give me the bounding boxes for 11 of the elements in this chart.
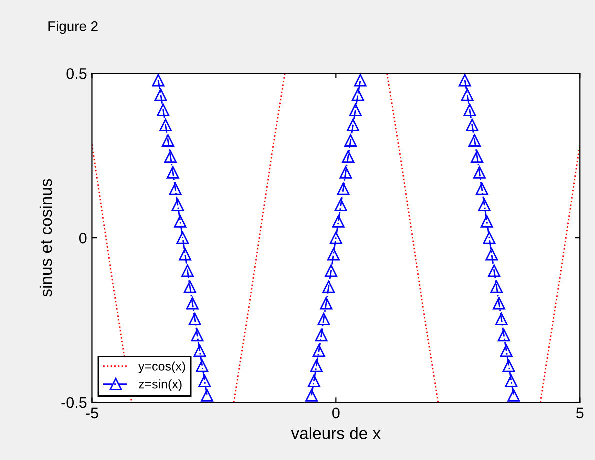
y-tick-label: 0.5 — [66, 68, 87, 80]
x-tick-label: 5 — [576, 408, 584, 419]
x-tick-label: 0 — [332, 408, 340, 419]
y-axis-title: sinus et cosinus — [40, 179, 52, 297]
y-tick-label: -0.5 — [62, 397, 87, 408]
y-tick-label: 0 — [79, 232, 87, 244]
legend-label: z=sin(x) — [138, 380, 182, 392]
caption: Figure 2 — [48, 21, 98, 34]
legend-label: y=cos(x) — [138, 362, 186, 374]
x-tick-label: -5 — [86, 408, 98, 419]
x-axis-title: valeurs de x — [291, 427, 381, 440]
